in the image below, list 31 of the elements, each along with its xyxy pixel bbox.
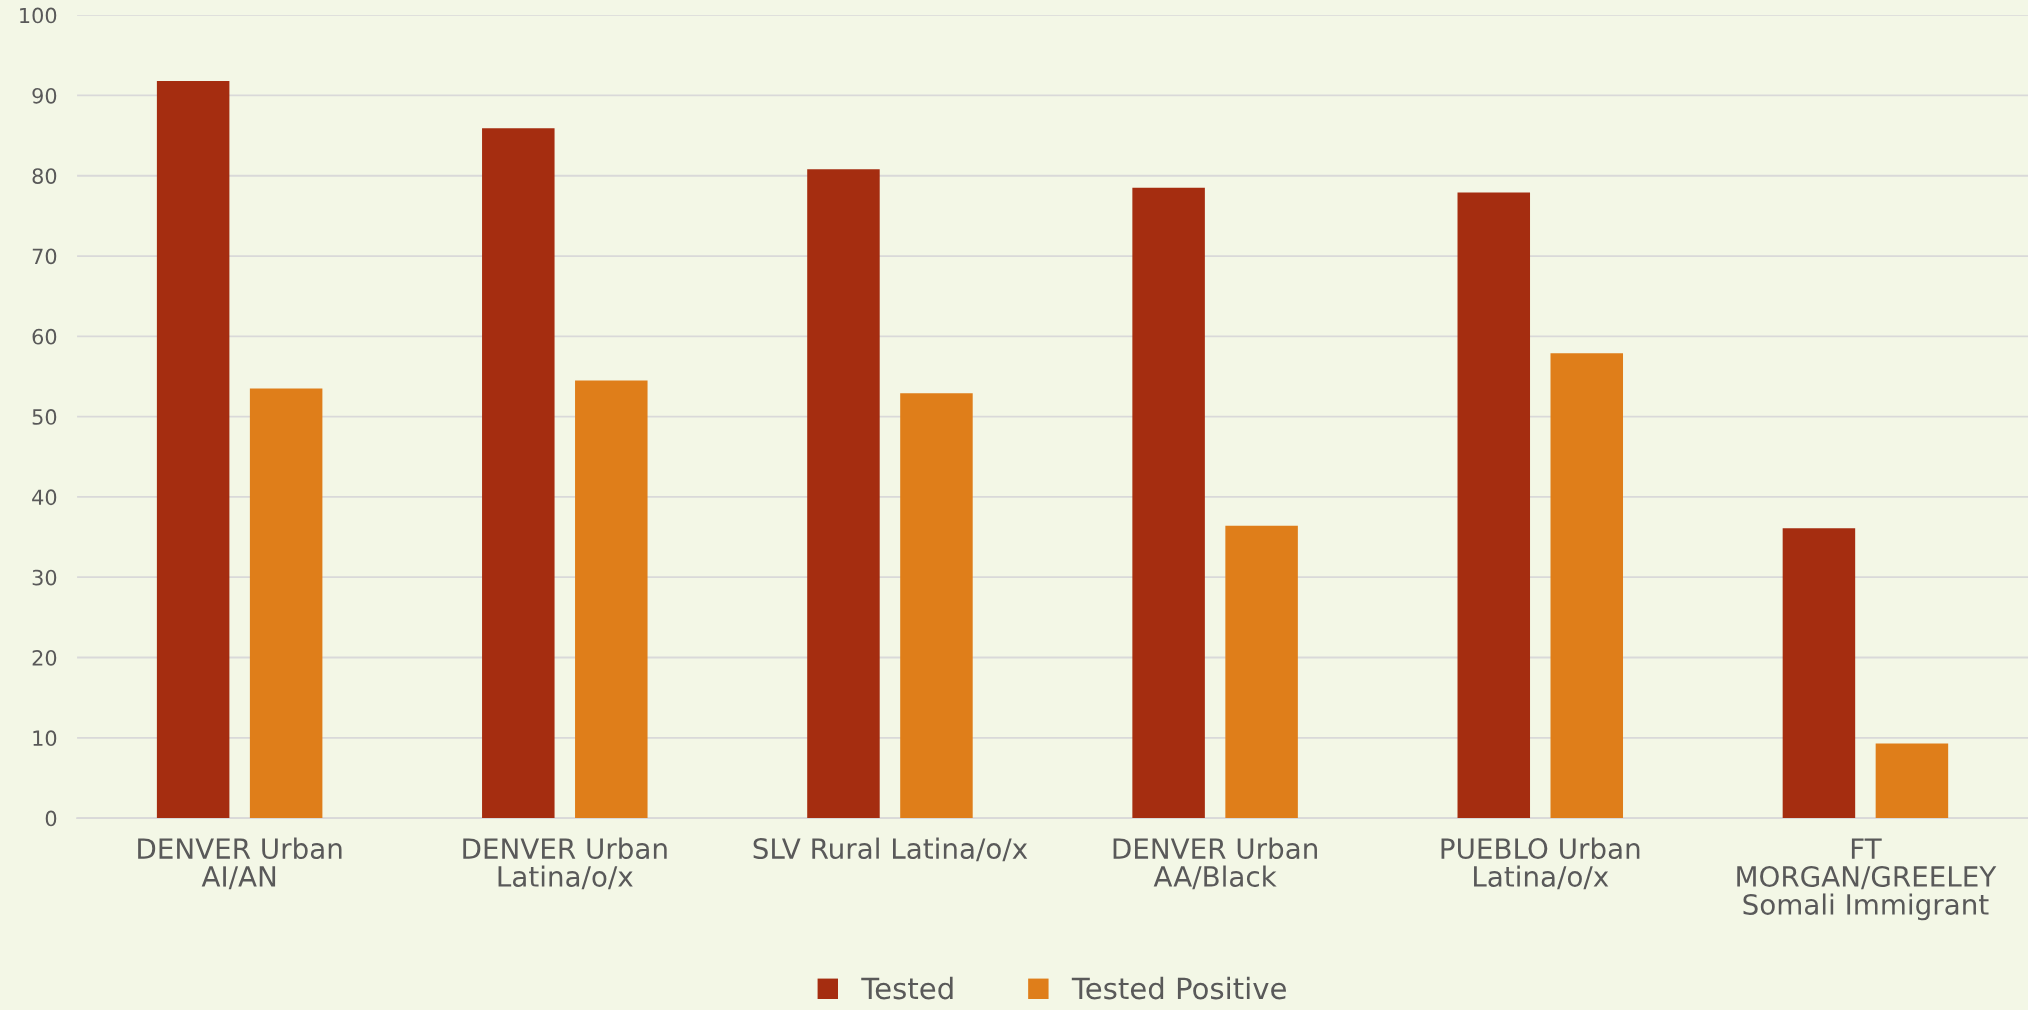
bar (1875, 743, 1949, 819)
y-tick-label: 0 (45, 810, 57, 827)
bar (156, 80, 230, 819)
x-tick-label: FT MORGAN/GREELEY Somali Immigrant (1737, 838, 1997, 921)
legend-label: Tested Positive (1071, 976, 1286, 1000)
y-tick-label: 20 (32, 649, 57, 666)
x-tick-label: DENVER Urban Latina/o/x (463, 837, 667, 890)
x-tick-label: SLV Rural Latina/o/x (753, 837, 1028, 862)
bar (575, 380, 648, 819)
y-tick-label: 10 (33, 730, 57, 747)
y-tick-label: 80 (32, 168, 57, 184)
y-tick-label: 30 (32, 569, 57, 586)
bar (249, 388, 323, 819)
y-tick-label: 40 (32, 489, 57, 506)
y-tick-label: 50 (32, 409, 57, 425)
bar (1550, 353, 1624, 819)
bar (1457, 192, 1531, 819)
bar (1782, 528, 1856, 819)
y-tick-label: 100 (20, 7, 57, 24)
bar (1132, 187, 1205, 819)
bar (900, 393, 973, 819)
bar (482, 128, 555, 819)
x-tick-label: DENVER Urban AA/Black (1113, 837, 1317, 890)
bar (1225, 525, 1298, 819)
bar (807, 169, 880, 819)
x-tick-label: DENVER Urban AI/AN (138, 837, 342, 890)
y-tick-label: 60 (32, 328, 57, 345)
y-tick-label: 90 (32, 87, 57, 104)
x-tick-label: PUEBLO Urban Latina/o/x (1441, 837, 1640, 890)
legend-label: Tested (861, 976, 953, 1000)
y-tick-label: 70 (32, 248, 57, 265)
